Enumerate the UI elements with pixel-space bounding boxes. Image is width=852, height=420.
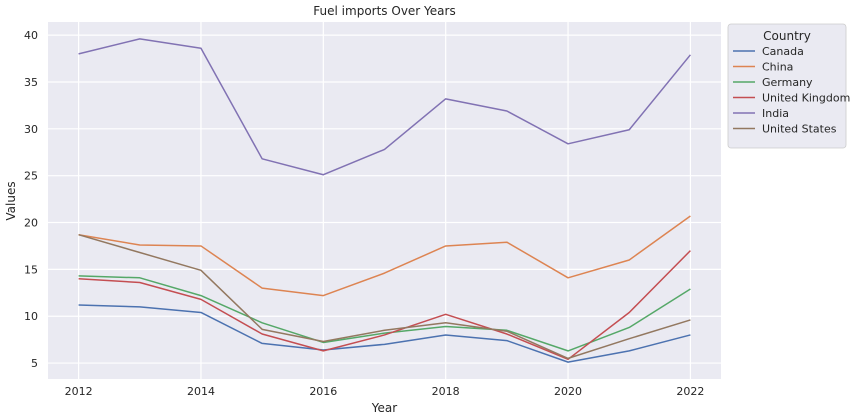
legend: Country Canada China Germany United Kingdom…	[727, 23, 850, 149]
y-tick-labels: 5 10 15 20 25 30 35 40	[24, 29, 38, 370]
series-lines	[78, 38, 691, 363]
x-tick-label: 2020	[554, 385, 582, 398]
y-axis-label: Values	[4, 181, 18, 220]
legend-label: Germany	[762, 76, 813, 89]
legend-title: Country	[763, 29, 811, 43]
legend-item-china: China	[733, 61, 793, 74]
x-tick-label: 2018	[432, 385, 460, 398]
legend-label: Canada	[762, 45, 804, 58]
series-line-india	[78, 38, 691, 176]
y-tick-label: 20	[24, 217, 38, 230]
plot-background	[48, 22, 721, 379]
legend-label: United States	[762, 123, 837, 136]
series-line-united-kingdom	[78, 250, 691, 361]
y-tick-label: 5	[31, 357, 38, 370]
x-tick-label: 2012	[65, 385, 93, 398]
grid	[48, 22, 721, 379]
x-tick-labels: 2012 2014 2016 2018 2020 2022	[65, 385, 705, 398]
y-tick-label: 35	[24, 76, 38, 89]
series-line-china	[78, 215, 691, 297]
series-line-united-states	[78, 233, 691, 360]
legend-item-germany: Germany	[733, 76, 813, 89]
x-axis-label: Year	[371, 401, 397, 415]
y-tick-label: 30	[24, 123, 38, 136]
y-tick-label: 40	[24, 29, 38, 42]
x-tick-label: 2014	[187, 385, 215, 398]
legend-items: Canada China Germany United Kingdom India Uni…	[733, 45, 850, 136]
x-tick-label: 2022	[676, 385, 704, 398]
legend-box	[727, 23, 847, 149]
x-tick-label: 2016	[309, 385, 337, 398]
legend-label: United Kingdom	[762, 92, 850, 105]
legend-item-canada: Canada	[733, 45, 804, 58]
legend-item-united-kingdom: United Kingdom	[733, 92, 850, 105]
y-tick-label: 15	[24, 263, 38, 276]
chart-title: Fuel imports Over Years	[313, 4, 455, 18]
legend-item-united-states: United States	[733, 123, 837, 136]
series-line-canada	[78, 304, 691, 363]
legend-label: China	[762, 61, 793, 74]
legend-label: India	[762, 107, 789, 120]
legend-item-india: India	[733, 107, 789, 120]
y-tick-label: 10	[24, 310, 38, 323]
y-tick-label: 25	[24, 170, 38, 183]
